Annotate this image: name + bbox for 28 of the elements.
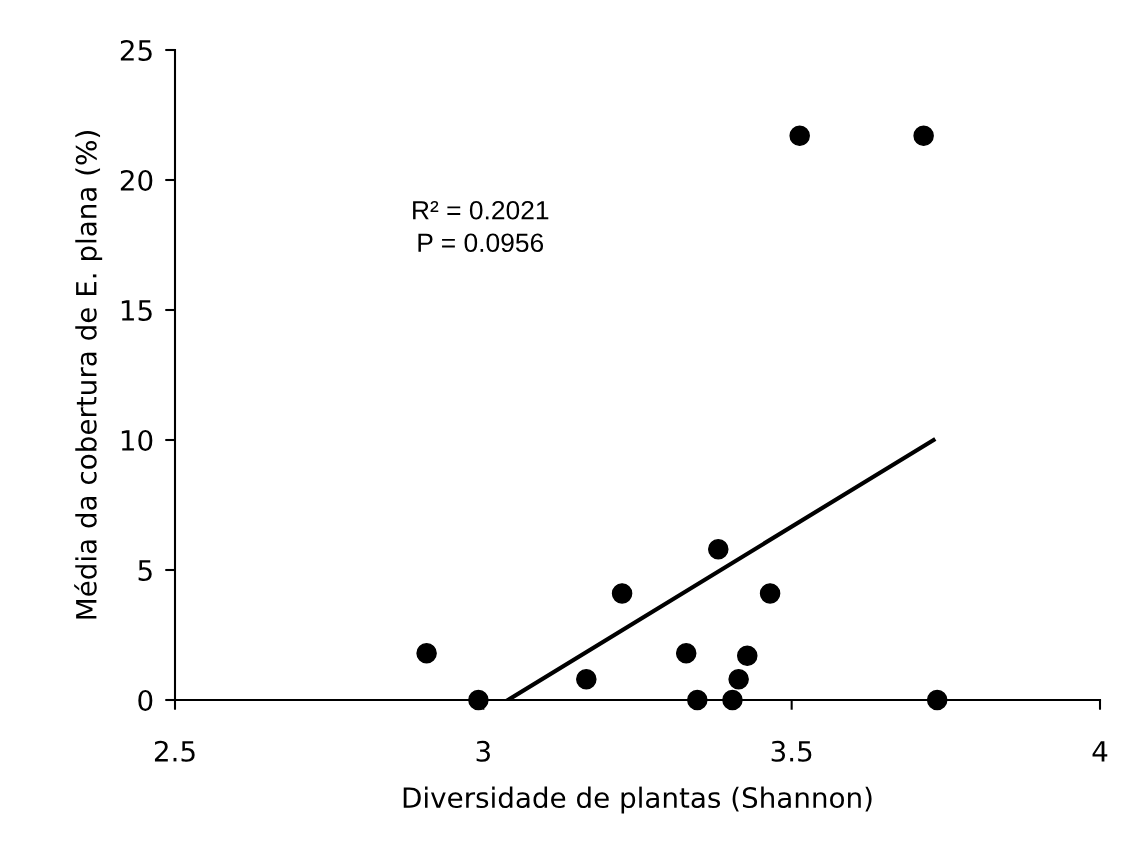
annotation: R² = 0.2021 [413,200,549,220]
x-tick-label: 3 [476,740,490,762]
x-tick-label: 3.5 [771,740,812,762]
point [687,689,708,711]
point [576,668,597,690]
point [736,645,758,667]
point [728,668,749,690]
point [611,583,633,604]
y-tick-label: 20 [120,169,153,191]
point [913,125,934,147]
x-tick-label: 4 [1092,741,1108,762]
annotation: P = 0.0956 [418,233,544,253]
x-axis-title: Diversidade de plantas (Shannon) [403,786,872,814]
point [416,642,437,664]
y-tick-label: 10 [121,429,153,451]
point [708,538,729,560]
point [468,689,489,711]
x-tick-label: 2.5 [154,740,195,762]
point [926,689,948,711]
y-axis-title: Média da cobertura de E. plana (%) [74,131,103,619]
point [759,583,781,604]
y-tick-label: 25 [120,39,152,61]
point [675,642,697,664]
y-tick-label: 0 [138,689,153,711]
point [789,125,810,147]
y-tick-label: 5 [138,560,152,581]
y-tick-label: 15 [121,300,152,321]
point [722,689,743,711]
